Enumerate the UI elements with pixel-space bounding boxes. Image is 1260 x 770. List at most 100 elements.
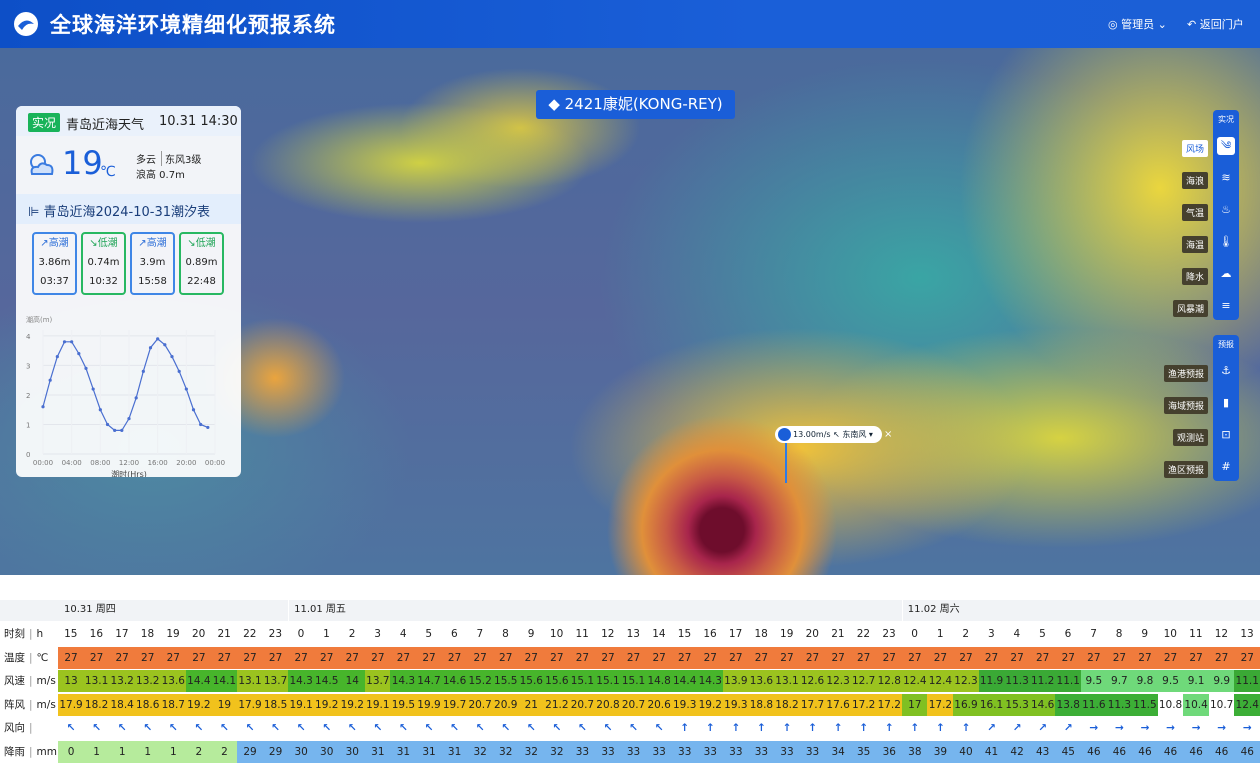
wind-direction: ↖ xyxy=(594,717,622,740)
typhoon-name[interactable]: 2421康妮(KONG-REY) xyxy=(564,95,723,113)
value-cell: 43 xyxy=(1029,741,1056,763)
row-name: 风速 xyxy=(4,675,25,688)
hour-cell: 19 xyxy=(780,628,794,640)
value-cell: 27 xyxy=(671,646,698,669)
value-cell: 15.2 xyxy=(467,670,494,693)
toolbar-button[interactable]: ༄ xyxy=(1217,137,1235,155)
back-link[interactable]: ↶ 返回门户 xyxy=(1187,18,1244,31)
value-cell: 27 xyxy=(211,646,238,669)
user-name[interactable]: 管理员 xyxy=(1121,18,1155,31)
typhoon-label[interactable]: ◆ 2421康妮(KONG-REY) xyxy=(536,90,735,119)
toolbar-button[interactable]: ⊡ xyxy=(1221,428,1231,441)
value-cell: 17.2 xyxy=(927,693,954,716)
hour-cell: 12 xyxy=(601,628,615,640)
value-cell: 27 xyxy=(441,646,468,669)
toolbar-label[interactable]: 观测站 xyxy=(1172,429,1208,446)
value-cell: 11.1 xyxy=(1055,670,1082,693)
popup-close[interactable]: × xyxy=(884,429,893,440)
toolbar-label[interactable]: 风场 xyxy=(1181,140,1208,157)
row-unit: h xyxy=(36,628,44,640)
wind-direction: ↖ xyxy=(83,717,110,740)
value-cell: 11.2 xyxy=(1029,670,1056,693)
hour-cell: 2 xyxy=(962,628,970,640)
toolbar-label[interactable]: 气温 xyxy=(1181,204,1208,221)
row-unit: mm xyxy=(36,746,58,758)
back-text[interactable]: 返回门户 xyxy=(1199,18,1244,31)
value-cell: 13.1 xyxy=(773,670,801,693)
toolbar-button[interactable]: ≋ xyxy=(1221,171,1231,184)
value-cell: 11.5 xyxy=(1131,693,1158,716)
value-cell: 38 xyxy=(901,741,928,763)
tide-point xyxy=(163,343,167,347)
value-cell: 27 xyxy=(1131,646,1158,669)
toolbar-label[interactable]: 降水 xyxy=(1181,268,1208,285)
value-cell: 27 xyxy=(518,646,545,669)
value-cell: 30 xyxy=(288,741,315,763)
value-cell: 0 xyxy=(58,741,85,763)
value-cell: 12.7 xyxy=(850,670,877,693)
tide-point xyxy=(62,340,67,344)
value-cell: 33 xyxy=(569,741,596,763)
row-label: 风速 | m/s xyxy=(4,670,56,692)
wind-direction: ↖ xyxy=(518,717,545,740)
tide-point xyxy=(127,416,131,421)
value-cell: 1 xyxy=(109,741,136,763)
hour-cell: 18 xyxy=(140,628,155,640)
toolbar-label[interactable]: 海域预报 xyxy=(1163,397,1208,414)
wind-direction: ↖ xyxy=(364,717,391,740)
value-cell: 27 xyxy=(288,646,315,669)
tide-point xyxy=(105,422,110,427)
value-cell: 19.2 xyxy=(185,693,212,716)
value-cell: 33 xyxy=(646,741,673,763)
value-cell: 15.1 xyxy=(569,670,596,693)
toolbar-label[interactable]: 渔区预报 xyxy=(1163,461,1208,478)
value-cell: 27 xyxy=(1004,646,1031,669)
value-cell: 19.2 xyxy=(339,693,366,716)
toolbar-button[interactable]: ☁ xyxy=(1220,267,1232,280)
value-cell: 19.3 xyxy=(671,693,698,716)
value-cell: 29 xyxy=(236,741,264,763)
row-unit: m/s xyxy=(36,675,56,688)
toolbar-label[interactable]: 海浪 xyxy=(1181,172,1208,189)
value-cell: 30 xyxy=(313,741,340,763)
wind-direction: ↑ xyxy=(773,717,801,740)
temperature: 19 xyxy=(62,144,103,182)
wind-direction: → xyxy=(1131,717,1158,740)
tide-point xyxy=(141,369,145,373)
row-sep: | xyxy=(29,675,33,688)
tide-point xyxy=(170,354,174,359)
value-cell: 14.7 xyxy=(415,670,443,693)
wind: 东风3级 xyxy=(161,151,201,166)
toolbar-button[interactable]: ♨ xyxy=(1221,203,1231,216)
value-cell: 1 xyxy=(83,741,110,763)
toolbar-button[interactable]: # xyxy=(1221,460,1231,473)
value-cell: 27 xyxy=(492,646,519,669)
value-cell: 33 xyxy=(773,741,801,763)
row-label: 温度 | ℃ xyxy=(4,647,48,669)
toolbar-label[interactable]: 渔港预报 xyxy=(1163,365,1208,382)
wind-direction: → xyxy=(1106,717,1133,740)
value-cell: 21.2 xyxy=(543,693,570,716)
hour-cell: 16 xyxy=(89,628,104,640)
value-cell: 20.7 xyxy=(467,693,494,716)
toolbar-label[interactable]: 海温 xyxy=(1181,236,1208,253)
row-sep: | xyxy=(29,651,33,664)
wind-direction: ↑ xyxy=(748,717,775,740)
value-cell: 29 xyxy=(262,741,289,763)
tide-type: ↗高潮 xyxy=(40,238,69,249)
toolbar-label[interactable]: 风暴潮 xyxy=(1172,300,1208,317)
value-cell: 27 xyxy=(773,646,801,669)
value-cell: 27 xyxy=(594,646,622,669)
value-cell: 27 xyxy=(339,646,366,669)
value-cell: 27 xyxy=(1080,646,1107,669)
user-menu[interactable]: ◎ 管理员 ⌄ xyxy=(1108,18,1167,31)
toolbar-button[interactable]: ▮ xyxy=(1222,396,1230,409)
toolbar-button[interactable]: ⚓ xyxy=(1221,364,1231,377)
toolbar-button[interactable]: 🌡 xyxy=(1219,235,1233,248)
toolbar-button[interactable]: ≡ xyxy=(1221,299,1231,312)
x-tick-label: 04:00 xyxy=(62,459,82,467)
hour-cell: 18 xyxy=(754,628,768,640)
tide-line xyxy=(42,338,209,431)
hour-cell: 22 xyxy=(856,628,871,640)
